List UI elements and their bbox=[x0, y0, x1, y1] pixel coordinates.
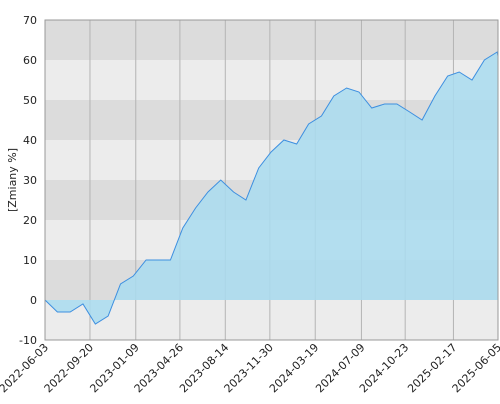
y-tick-label: 40 bbox=[23, 134, 37, 147]
grid-band bbox=[45, 20, 498, 60]
y-tick-label: 50 bbox=[23, 94, 37, 107]
y-tick-label: 30 bbox=[23, 174, 37, 187]
plot-frame bbox=[44, 19, 499, 341]
y-tick-label: 10 bbox=[23, 254, 37, 267]
grid-band bbox=[45, 60, 498, 100]
y-tick-label: 0 bbox=[30, 294, 37, 307]
y-tick-label: 60 bbox=[23, 54, 37, 67]
area bbox=[45, 52, 498, 324]
y-tick-label: 70 bbox=[23, 14, 37, 27]
y-tick-label: 20 bbox=[23, 214, 37, 227]
y-tick-label: -10 bbox=[19, 334, 37, 347]
grid-band bbox=[45, 300, 498, 340]
y-axis-label: [Zmiany %] bbox=[6, 148, 19, 212]
line bbox=[44, 51, 499, 325]
